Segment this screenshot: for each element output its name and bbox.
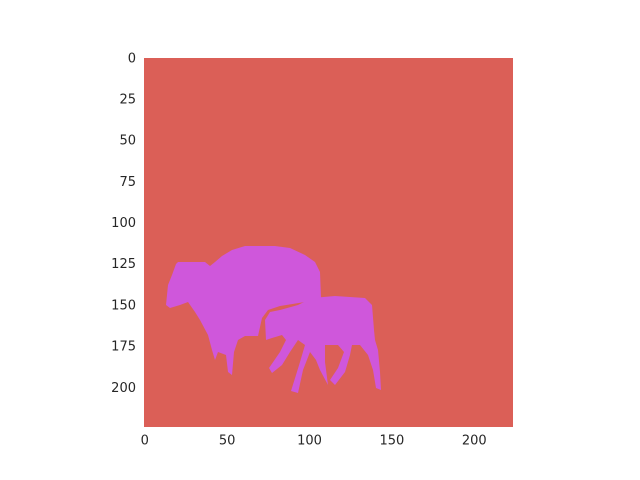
image-background <box>144 58 513 427</box>
y-tick-label: 175 <box>111 340 136 355</box>
x-tick-label: 0 <box>141 434 149 449</box>
y-tick-label: 75 <box>119 175 136 190</box>
y-tick-label: 100 <box>111 216 136 231</box>
y-tick-label: 150 <box>111 298 136 313</box>
y-tick-label: 125 <box>111 257 136 272</box>
x-tick-label: 150 <box>380 434 405 449</box>
segmentation-mask <box>166 246 381 393</box>
y-tick-label: 50 <box>119 134 136 149</box>
x-tick-label: 100 <box>297 434 322 449</box>
mask-region <box>166 246 321 375</box>
x-tick-label: 50 <box>219 434 236 449</box>
y-tick-label: 0 <box>128 51 136 66</box>
mask-region <box>265 296 381 393</box>
y-tick-label: 25 <box>119 93 136 108</box>
x-tick-label: 200 <box>462 434 487 449</box>
y-tick-label: 200 <box>111 381 136 396</box>
